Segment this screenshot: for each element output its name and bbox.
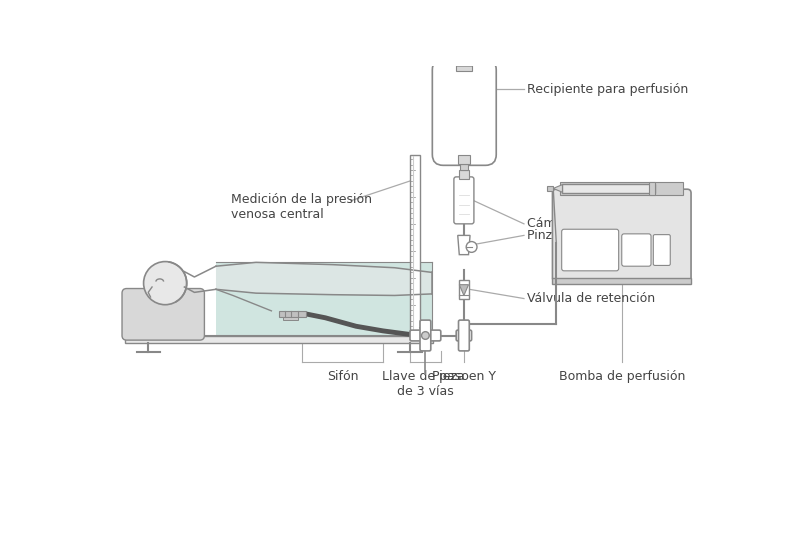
FancyBboxPatch shape (420, 320, 430, 351)
Polygon shape (458, 235, 470, 255)
FancyBboxPatch shape (654, 235, 670, 266)
Bar (460, 164, 468, 170)
Text: Llave de paso
de 3 vías: Llave de paso de 3 vías (382, 370, 469, 398)
FancyBboxPatch shape (553, 189, 691, 282)
Polygon shape (554, 185, 562, 192)
Bar (456, 60, 472, 72)
Text: Válvula de retención: Válvula de retención (527, 292, 655, 305)
Bar (279, 311, 306, 317)
FancyBboxPatch shape (432, 59, 496, 166)
Circle shape (422, 332, 430, 339)
Bar (553, 278, 691, 284)
FancyBboxPatch shape (122, 289, 205, 340)
Bar (410, 155, 420, 332)
Text: Sifón: Sifón (327, 370, 358, 383)
FancyBboxPatch shape (622, 234, 651, 266)
Bar (283, 317, 298, 320)
Bar (649, 182, 655, 195)
Bar (458, 155, 470, 164)
Bar (125, 336, 433, 343)
Circle shape (143, 262, 186, 305)
Text: Bomba de perfusión: Bomba de perfusión (558, 370, 685, 383)
Text: Pinza de rueda: Pinza de rueda (527, 229, 620, 242)
Polygon shape (459, 285, 469, 295)
Circle shape (466, 241, 477, 252)
Bar (216, 262, 431, 336)
Text: Recipiente para perfusión: Recipiente para perfusión (527, 82, 688, 96)
Bar (459, 170, 469, 179)
FancyBboxPatch shape (562, 229, 618, 271)
FancyBboxPatch shape (456, 330, 472, 341)
Text: Medición de la presión
venosa central: Medición de la presión venosa central (231, 193, 372, 221)
Bar (458, 280, 470, 299)
Bar (560, 182, 683, 195)
FancyBboxPatch shape (410, 330, 441, 341)
Text: Cámara de goteo: Cámara de goteo (527, 217, 636, 230)
Bar (562, 184, 655, 193)
FancyBboxPatch shape (454, 177, 474, 224)
Bar (547, 186, 554, 191)
Text: Pieza en Y: Pieza en Y (432, 370, 496, 383)
FancyBboxPatch shape (458, 320, 470, 351)
